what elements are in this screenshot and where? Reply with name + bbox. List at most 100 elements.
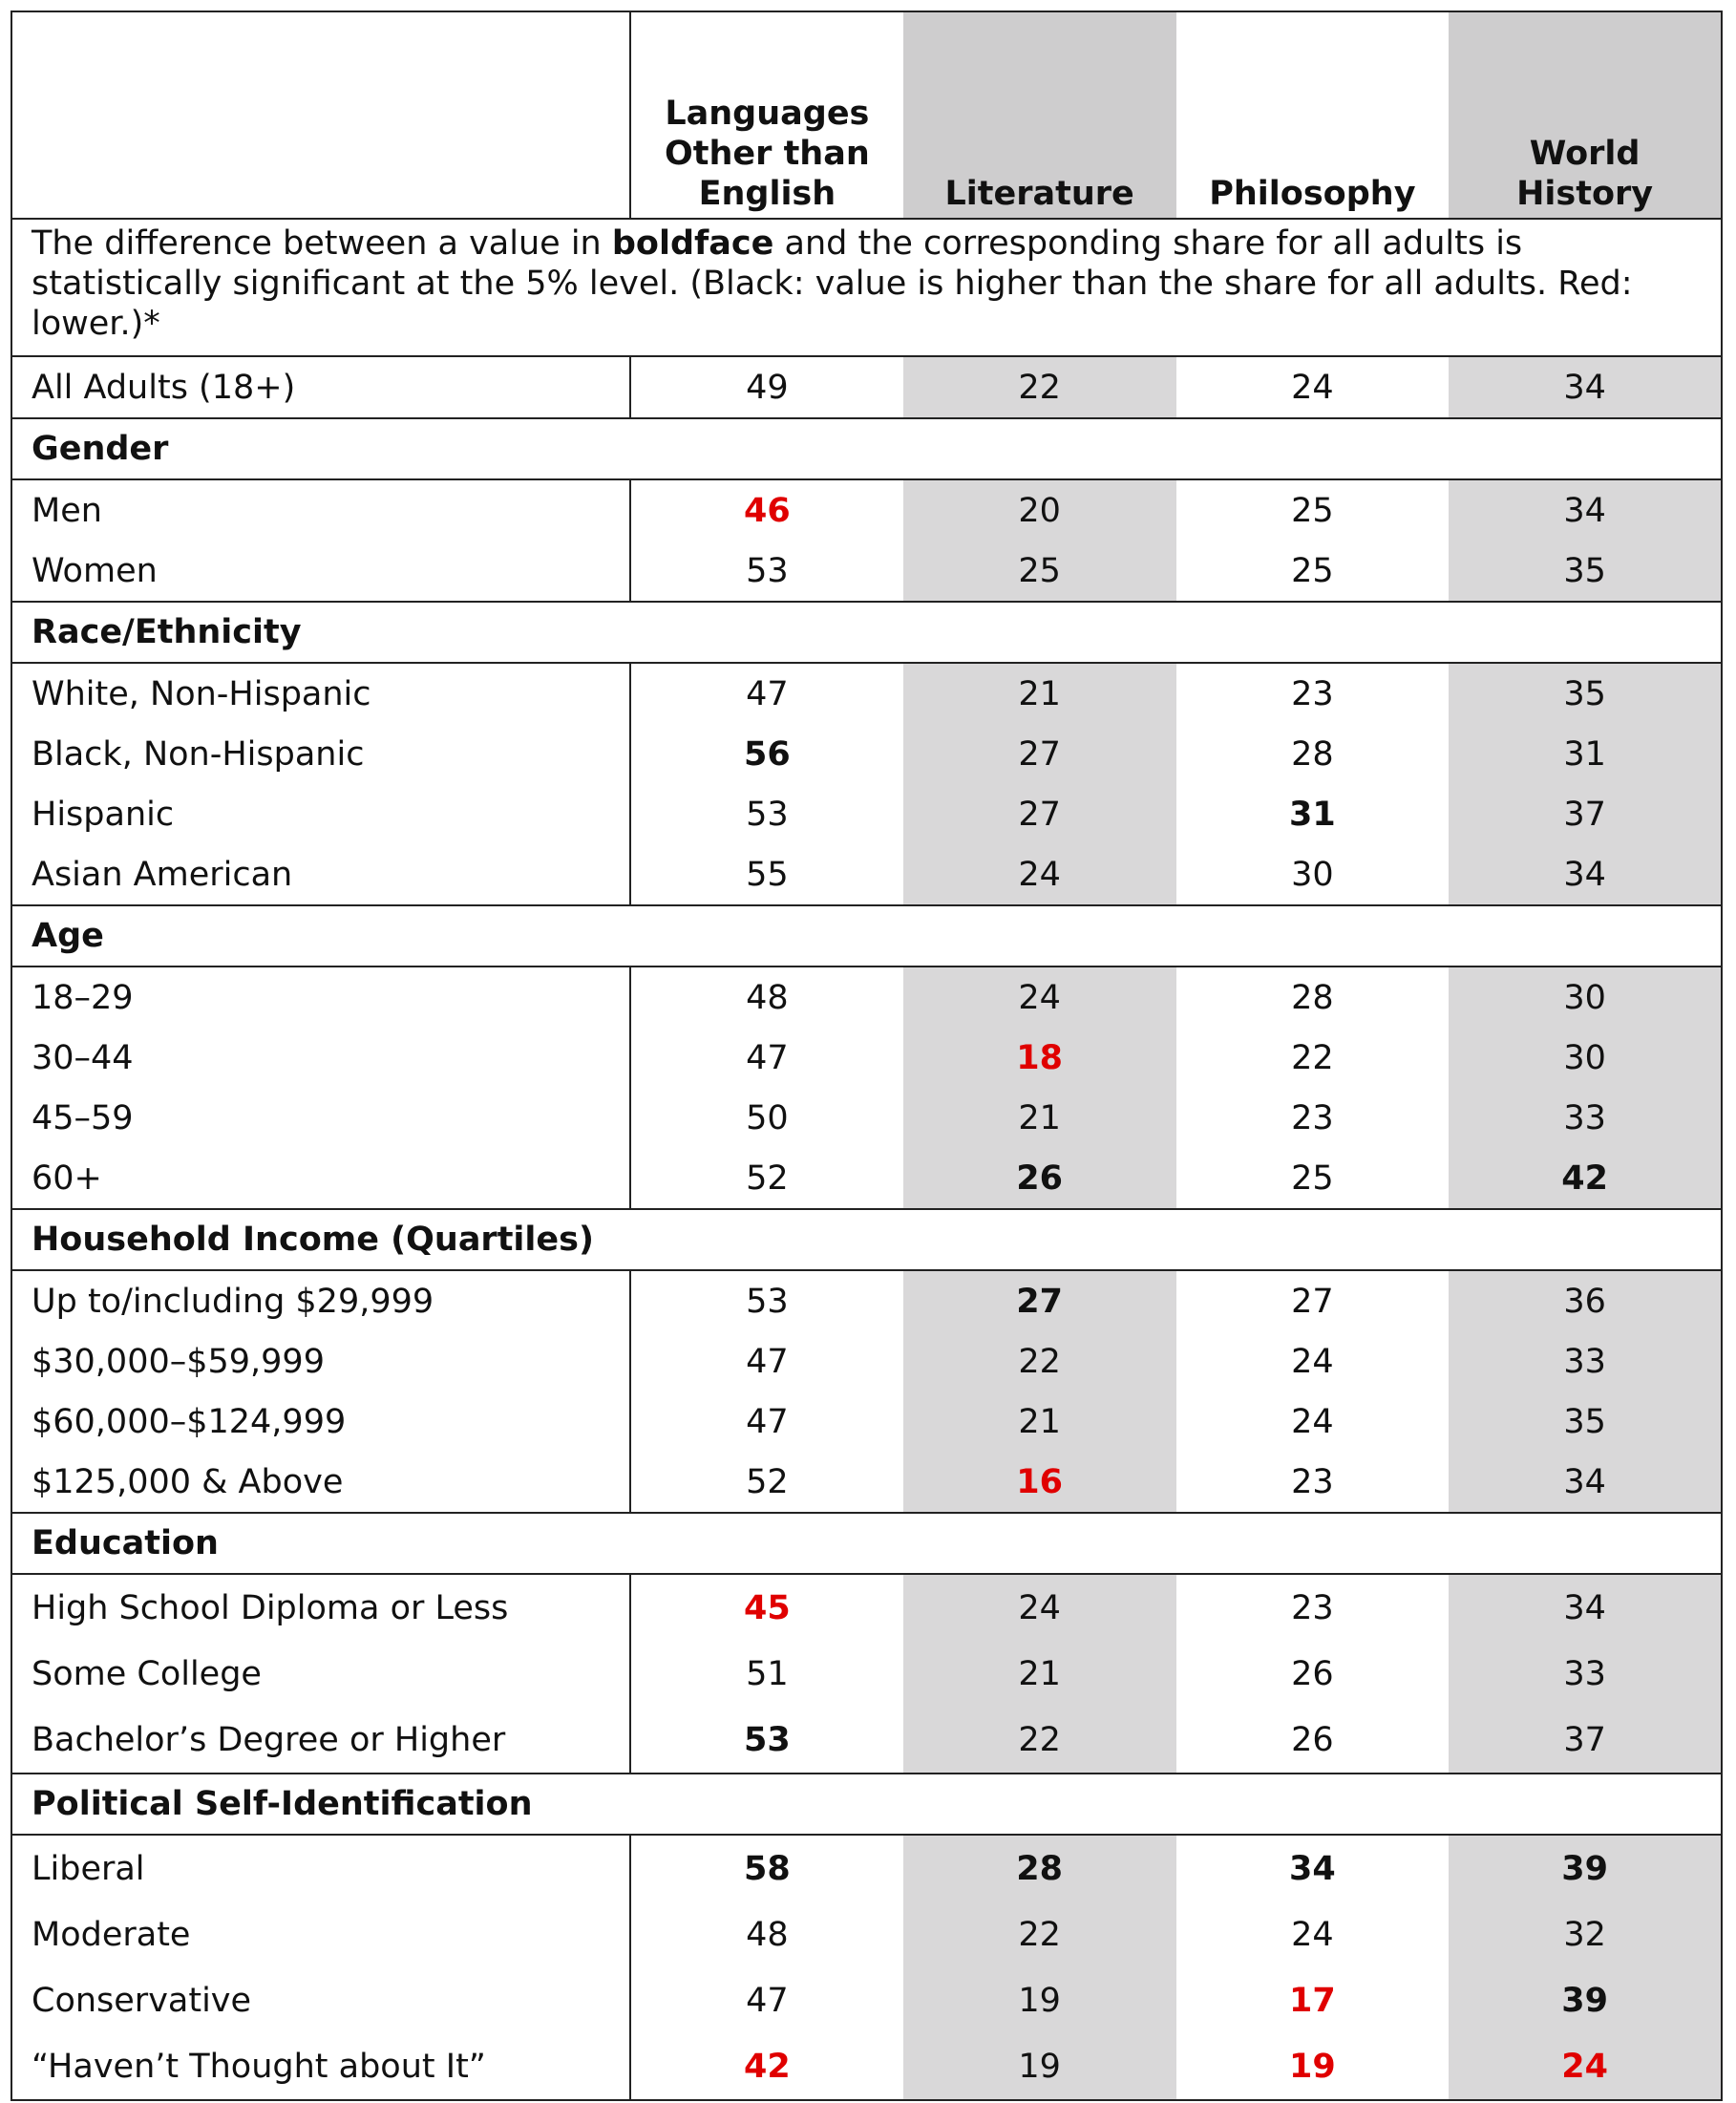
value-cell: 21 bbox=[902, 1641, 1176, 1707]
section-title: Race/Ethnicity bbox=[11, 602, 1722, 664]
value-cell: 24 bbox=[902, 844, 1176, 906]
header-empty bbox=[11, 11, 631, 220]
value-cell: 47 bbox=[746, 1981, 789, 2020]
data-row: All Adults (18+) 49 22 24 34 bbox=[11, 356, 1722, 419]
value-cell: 22 bbox=[1291, 1038, 1334, 1077]
value-cell: 47 bbox=[746, 674, 789, 713]
row-label: 45–59 bbox=[11, 1088, 631, 1148]
row-label: “Haven’t Thought about It” bbox=[11, 2033, 631, 2101]
value-cell: 26 bbox=[1175, 1707, 1450, 1774]
value-cell: 56 bbox=[744, 734, 791, 774]
value-cell: 34 bbox=[1449, 479, 1722, 541]
value-cell: 31 bbox=[1289, 795, 1336, 834]
header-row: Languages Other than English Literature … bbox=[11, 11, 1722, 220]
value-cell: 24 bbox=[1175, 356, 1450, 419]
value-cell: 27 bbox=[1291, 1282, 1334, 1321]
row-label: 18–29 bbox=[11, 967, 631, 1028]
data-row: High School Diploma or Less 45 24 23 34 bbox=[11, 1574, 1722, 1641]
value-cell: 23 bbox=[1291, 674, 1334, 713]
value-cell: 23 bbox=[1175, 1452, 1450, 1514]
row-label: Asian American bbox=[11, 844, 631, 906]
value-cell: 22 bbox=[902, 1331, 1176, 1391]
value-cell: 53 bbox=[746, 795, 789, 834]
value-cell: 52 bbox=[630, 1148, 903, 1210]
data-row: Black, Non-Hispanic 56 27 28 31 bbox=[11, 724, 1722, 784]
section-title: Education bbox=[11, 1513, 1722, 1575]
value-cell: 34 bbox=[1449, 356, 1722, 419]
value-cell: 53 bbox=[746, 1282, 789, 1321]
value-cell: 16 bbox=[902, 1452, 1176, 1514]
value-cell: 22 bbox=[902, 1707, 1176, 1774]
value-cell: 39 bbox=[1449, 1967, 1722, 2033]
section-title: Gender bbox=[11, 418, 1722, 480]
value-cell: 17 bbox=[1289, 1981, 1336, 2020]
data-row: Some College 51 21 26 33 bbox=[11, 1641, 1722, 1707]
row-label: All Adults (18+) bbox=[11, 356, 631, 419]
value-cell: 19 bbox=[902, 2033, 1176, 2101]
value-cell: 19 bbox=[902, 1967, 1176, 2033]
value-cell: 48 bbox=[746, 1915, 789, 1954]
value-cell: 28 bbox=[1291, 734, 1334, 774]
note: The difference between a value in boldfa… bbox=[11, 219, 1722, 357]
value-cell: 58 bbox=[744, 1849, 791, 1888]
value-cell: 33 bbox=[1449, 1331, 1722, 1391]
value-cell: 22 bbox=[902, 356, 1176, 419]
value-cell: 28 bbox=[1291, 978, 1334, 1017]
data-row: White, Non-Hispanic 47 21 23 35 bbox=[11, 663, 1722, 724]
column-header-text: World History bbox=[1516, 135, 1654, 213]
value-cell: 34 bbox=[1449, 1574, 1722, 1641]
value-cell: 30 bbox=[1449, 967, 1722, 1028]
value-cell: 47 bbox=[746, 1038, 789, 1077]
section-row: Age bbox=[11, 905, 1722, 967]
value-cell: 34 bbox=[1449, 844, 1722, 906]
note-text: and the corresponding share for all adul… bbox=[32, 224, 1633, 343]
value-cell: 53 bbox=[630, 541, 903, 603]
data-row: Bachelor’s Degree or Higher 53 22 26 37 bbox=[11, 1707, 1722, 1774]
value-cell: 27 bbox=[902, 724, 1176, 784]
row-label: $30,000–$59,999 bbox=[11, 1331, 631, 1391]
value-cell: 27 bbox=[902, 1270, 1176, 1331]
note-text: The difference between a value in bbox=[32, 224, 602, 263]
data-row: $30,000–$59,999 47 22 24 33 bbox=[11, 1331, 1722, 1391]
row-label: Up to/including $29,999 bbox=[11, 1270, 631, 1331]
value-cell: 26 bbox=[902, 1148, 1176, 1210]
value-cell: 24 bbox=[1291, 1915, 1334, 1954]
column-header-text: Philosophy bbox=[1209, 175, 1416, 213]
section-title: Political Self-Identification bbox=[11, 1774, 1722, 1836]
value-cell: 39 bbox=[1449, 1835, 1722, 1901]
data-row: 45–59 50 21 23 33 bbox=[11, 1088, 1722, 1148]
value-cell: 51 bbox=[746, 1654, 789, 1693]
value-cell: 26 bbox=[1291, 1654, 1334, 1693]
data-row: Moderate 48 22 24 32 bbox=[11, 1901, 1722, 1967]
value-cell: 37 bbox=[1449, 1707, 1722, 1774]
value-cell: 21 bbox=[902, 663, 1176, 724]
column-header-text: Languages Other than English bbox=[664, 95, 870, 213]
data-row: Asian American 55 24 30 34 bbox=[11, 844, 1722, 906]
section-row: Political Self-Identification bbox=[11, 1774, 1722, 1836]
column-header-text: Literature bbox=[944, 175, 1134, 213]
value-cell: 31 bbox=[1449, 724, 1722, 784]
data-row: 18–29 48 24 28 30 bbox=[11, 967, 1722, 1028]
column-header: Languages Other than English bbox=[630, 11, 903, 220]
value-cell: 34 bbox=[1289, 1849, 1336, 1888]
value-cell: 34 bbox=[1449, 1452, 1722, 1514]
value-cell: 22 bbox=[902, 1901, 1176, 1967]
value-cell: 21 bbox=[902, 1088, 1176, 1148]
value-cell: 33 bbox=[1449, 1088, 1722, 1148]
value-cell: 27 bbox=[902, 784, 1176, 844]
value-cell: 25 bbox=[1175, 1148, 1450, 1210]
data-row: Hispanic 53 27 31 37 bbox=[11, 784, 1722, 844]
data-row: Conservative 47 19 17 39 bbox=[11, 1967, 1722, 2033]
value-cell: 36 bbox=[1449, 1270, 1722, 1331]
value-cell: 30 bbox=[1175, 844, 1450, 906]
data-row: Up to/including $29,999 53 27 27 36 bbox=[11, 1270, 1722, 1331]
data-row: Liberal 58 28 34 39 bbox=[11, 1835, 1722, 1901]
value-cell: 18 bbox=[902, 1028, 1176, 1088]
value-cell: 25 bbox=[1291, 491, 1334, 530]
row-label: Men bbox=[11, 479, 631, 541]
value-cell: 24 bbox=[1291, 1342, 1334, 1381]
value-cell: 24 bbox=[902, 967, 1176, 1028]
data-row: “Haven’t Thought about It” 42 19 19 24 bbox=[11, 2033, 1722, 2101]
data-row: Women 53 25 25 35 bbox=[11, 541, 1722, 603]
